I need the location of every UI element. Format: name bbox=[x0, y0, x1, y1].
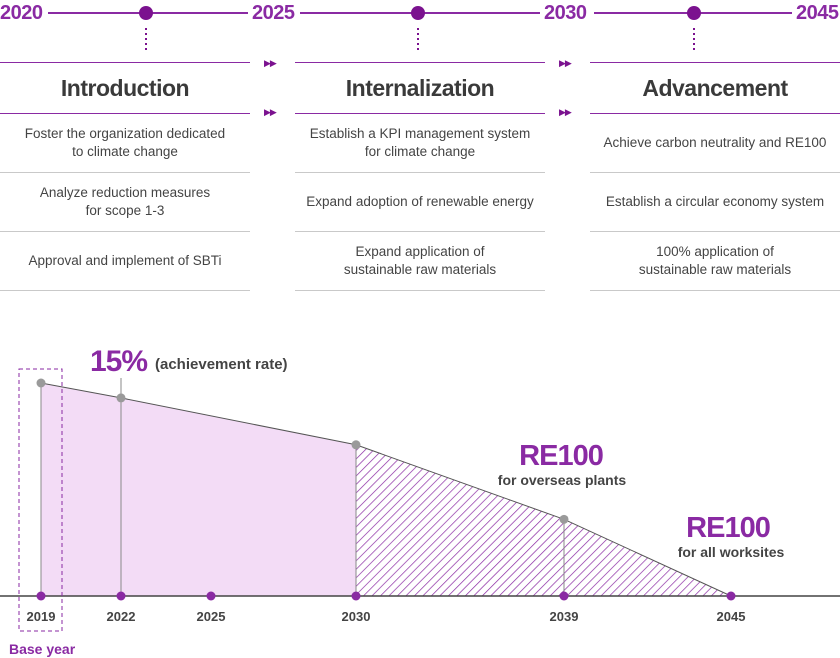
axis-tick-dot bbox=[116, 591, 126, 601]
re100-all-title: RE100 bbox=[686, 512, 770, 544]
axis-tick-dot bbox=[559, 591, 569, 601]
phase-item: Expand application of sustainable raw ma… bbox=[295, 232, 545, 291]
phase-title: Introduction bbox=[0, 62, 250, 114]
axis-tick-dot bbox=[726, 591, 736, 601]
data-point bbox=[351, 440, 361, 450]
phase-item: Achieve carbon neutrality and RE100 bbox=[590, 114, 840, 173]
arrow-right-icon: ▶▶ bbox=[264, 107, 277, 117]
phase-advancement: Advancement Achieve carbon neutrality an… bbox=[590, 62, 840, 291]
base-year-label: Base year bbox=[9, 641, 76, 657]
phase-title: Internalization bbox=[295, 62, 545, 114]
timeline-connector bbox=[693, 28, 695, 50]
timeline-connector bbox=[417, 28, 419, 50]
re100-overseas-title: RE100 bbox=[519, 440, 603, 472]
axis-tick-label: 2030 bbox=[342, 609, 371, 624]
axis-tick-label: 2019 bbox=[27, 609, 56, 624]
phase-item: Expand adoption of renewable energy bbox=[295, 173, 545, 232]
axis-tick-dot bbox=[351, 591, 361, 601]
data-point bbox=[36, 378, 46, 388]
re100-overseas-label: for overseas plants bbox=[498, 472, 627, 488]
phase-introduction: Introduction Foster the organization ded… bbox=[0, 62, 250, 291]
achievement-rate-label: (achievement rate) bbox=[155, 356, 288, 373]
phase-item: Analyze reduction measures for scope 1-3 bbox=[0, 173, 250, 232]
timeline-dot bbox=[139, 6, 153, 20]
phase-title: Advancement bbox=[590, 62, 840, 114]
re100-all-label: for all worksites bbox=[678, 544, 785, 560]
data-point bbox=[559, 514, 569, 524]
area-fill-hatched bbox=[356, 444, 731, 596]
axis-tick-dot bbox=[36, 591, 46, 601]
axis-tick-label: 2022 bbox=[107, 609, 136, 624]
timeline-connector bbox=[145, 28, 147, 50]
axis-tick-dot bbox=[206, 591, 216, 601]
achievement-rate-value: 15% bbox=[90, 345, 147, 378]
axis-tick-label: 2025 bbox=[197, 609, 226, 624]
phase-item: 100% application of sustainable raw mate… bbox=[590, 232, 840, 291]
axis-tick-label: 2039 bbox=[550, 609, 579, 624]
timeline-year: 2030 bbox=[544, 2, 587, 24]
phase-item: Foster the organization dedicated to cli… bbox=[0, 114, 250, 173]
arrow-right-icon: ▶▶ bbox=[559, 58, 572, 68]
arrow-right-icon: ▶▶ bbox=[559, 107, 572, 117]
base-year-highlight bbox=[18, 368, 63, 632]
data-point bbox=[116, 393, 126, 403]
timeline-year: 2045 bbox=[796, 2, 839, 24]
axis-tick-label: 2045 bbox=[717, 609, 746, 624]
timeline-dot bbox=[687, 6, 701, 20]
timeline-year: 2025 bbox=[252, 2, 295, 24]
timeline-year: 2020 bbox=[0, 2, 43, 24]
phase-item: Establish a KPI management system for cl… bbox=[295, 114, 545, 173]
area-fill-solid bbox=[41, 383, 356, 596]
arrow-right-icon: ▶▶ bbox=[264, 58, 277, 68]
phase-item: Establish a circular economy system bbox=[590, 173, 840, 232]
timeline-dot bbox=[411, 6, 425, 20]
phase-item: Approval and implement of SBTi bbox=[0, 232, 250, 291]
phase-internalization: Internalization Establish a KPI manageme… bbox=[295, 62, 545, 291]
